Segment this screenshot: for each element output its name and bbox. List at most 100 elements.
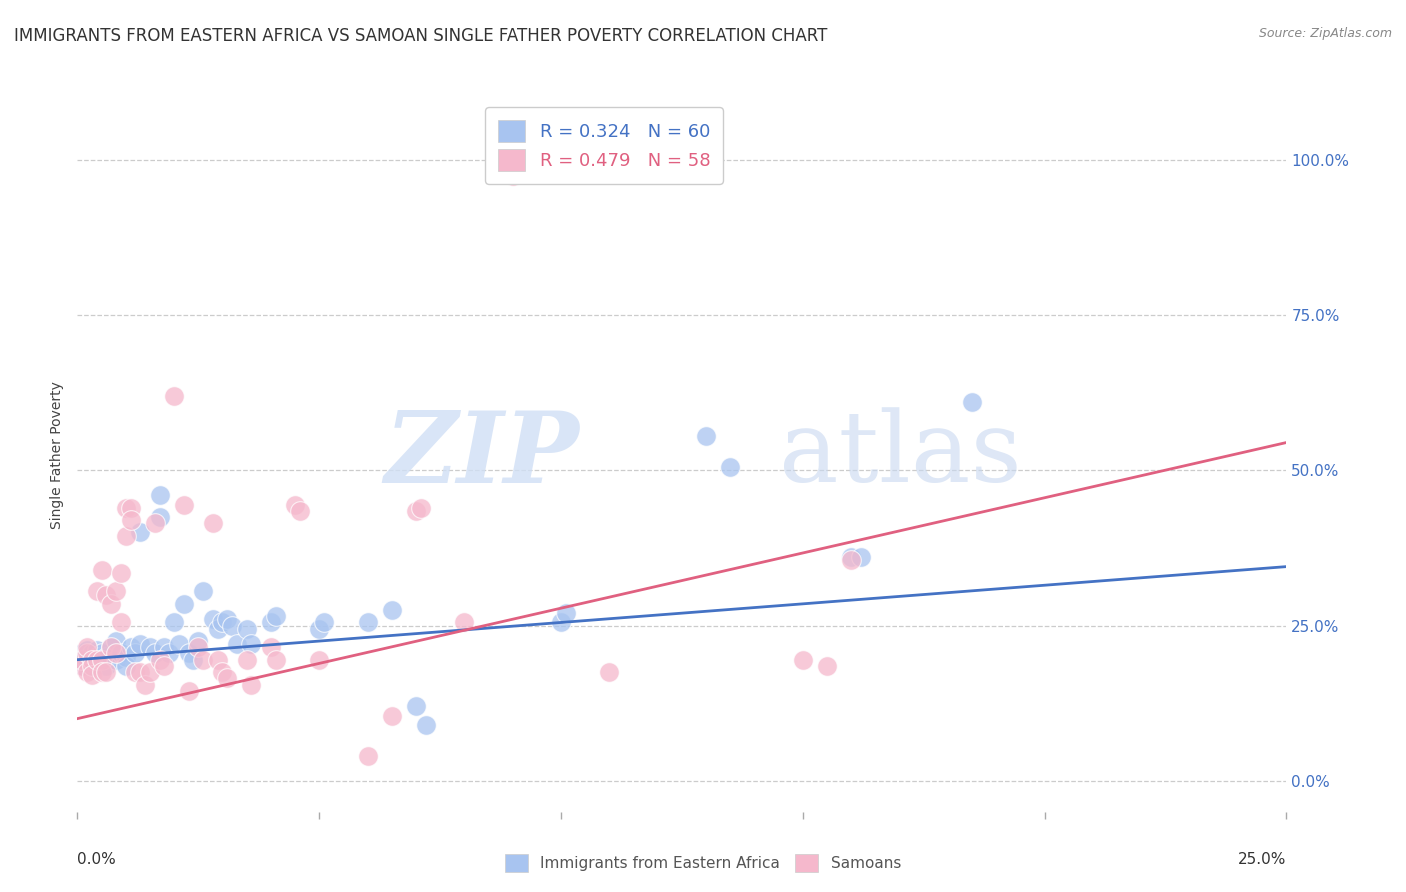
Point (153, 659, 176, 673)
Point (120, 500, 142, 515)
Point (217, 671, 239, 685)
Point (163, 615, 186, 630)
Point (96, 649, 118, 664)
Point (90, 665, 112, 679)
Text: atlas: atlas (779, 407, 1021, 503)
Point (80, 659, 103, 673)
Point (405, 699, 427, 714)
Point (86, 649, 108, 664)
Point (308, 622, 330, 636)
Point (502, 169, 524, 183)
Text: 0.0%: 0.0% (77, 852, 117, 867)
Point (308, 653, 330, 667)
Point (110, 647, 132, 661)
Point (114, 528, 136, 542)
Point (453, 615, 475, 630)
Point (839, 550, 862, 565)
Point (124, 665, 146, 679)
Point (114, 649, 136, 664)
Point (139, 640, 162, 655)
Point (312, 615, 335, 630)
Point (356, 748, 378, 763)
Point (76, 643, 98, 657)
Point (76, 647, 98, 661)
Point (260, 640, 283, 655)
Point (105, 634, 128, 648)
Point (409, 500, 432, 515)
Point (80, 668, 103, 682)
Point (173, 597, 195, 611)
Point (187, 640, 209, 655)
Point (139, 665, 162, 679)
Point (120, 513, 142, 527)
Point (105, 653, 128, 667)
Point (120, 640, 142, 655)
Point (191, 584, 214, 599)
Point (86, 653, 108, 667)
Point (76, 640, 98, 655)
Point (96, 659, 118, 673)
Point (157, 647, 180, 661)
Point (221, 618, 243, 632)
Point (217, 612, 239, 626)
Point (90, 563, 112, 577)
Point (100, 640, 122, 655)
Point (114, 500, 136, 515)
Legend: R = 0.324   N = 60, R = 0.479   N = 58: R = 0.324 N = 60, R = 0.479 N = 58 (485, 107, 723, 184)
Point (177, 647, 200, 661)
Point (163, 389, 186, 403)
Point (207, 622, 229, 636)
Point (415, 718, 437, 732)
Text: Source: ZipAtlas.com: Source: ZipAtlas.com (1258, 27, 1392, 40)
Point (100, 640, 122, 655)
Point (211, 615, 233, 630)
Point (134, 677, 156, 691)
Point (226, 637, 249, 651)
Point (80, 653, 103, 667)
Point (80, 653, 103, 667)
Point (173, 498, 195, 512)
Point (211, 665, 233, 679)
Point (80, 647, 103, 661)
Point (90, 653, 112, 667)
Point (550, 615, 572, 630)
Point (86, 584, 108, 599)
Point (129, 665, 152, 679)
Y-axis label: Single Father Poverty: Single Father Poverty (51, 381, 65, 529)
Point (177, 683, 200, 698)
Point (110, 566, 132, 580)
Point (792, 653, 814, 667)
Point (183, 653, 205, 667)
Point (695, 429, 717, 443)
Point (207, 653, 229, 667)
Point (70, 653, 93, 667)
Point (148, 488, 170, 502)
Point (90, 647, 112, 661)
Point (129, 637, 152, 651)
Point (960, 395, 983, 409)
Point (554, 606, 576, 620)
Point (148, 653, 170, 667)
Point (114, 659, 136, 673)
Point (80, 659, 103, 673)
Text: 25.0%: 25.0% (1239, 852, 1286, 867)
Point (718, 460, 741, 475)
Point (284, 498, 307, 512)
Point (187, 634, 209, 648)
Point (201, 516, 224, 531)
Point (105, 647, 128, 661)
Point (70, 653, 93, 667)
Point (381, 708, 404, 723)
Point (167, 637, 190, 651)
Point (70, 647, 93, 661)
Point (153, 640, 176, 655)
Point (839, 553, 862, 567)
Point (260, 615, 283, 630)
Point (90, 653, 112, 667)
Point (849, 550, 872, 565)
Point (148, 510, 170, 524)
Point (70, 659, 93, 673)
Point (143, 516, 166, 531)
Point (129, 525, 152, 540)
Point (381, 603, 404, 617)
